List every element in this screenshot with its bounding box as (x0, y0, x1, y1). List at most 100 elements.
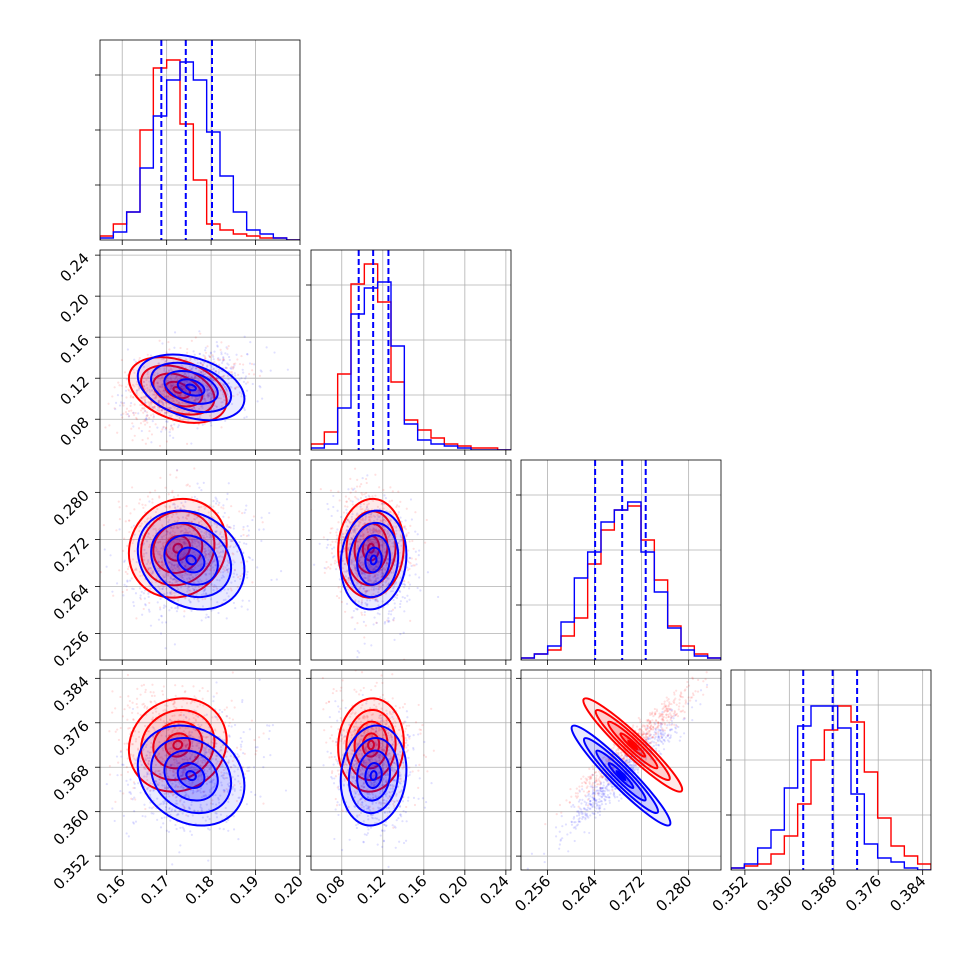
sample-point (225, 389, 228, 392)
sample-point (164, 792, 167, 795)
sample-point (335, 594, 339, 598)
sample-point (192, 569, 195, 572)
sample-point (350, 562, 354, 565)
sample-point (222, 571, 225, 574)
sample-point (381, 545, 384, 548)
sample-point (358, 538, 362, 541)
sample-point (346, 505, 349, 508)
sample-point (225, 617, 228, 620)
sample-point (227, 355, 231, 359)
sample-point (229, 766, 232, 769)
sample-point (174, 823, 177, 827)
sample-point (377, 556, 381, 560)
sample-point (233, 706, 236, 709)
sample-point (191, 741, 194, 745)
sample-point (180, 785, 183, 788)
sample-point (123, 559, 126, 562)
sample-point (177, 407, 180, 410)
sample-point (193, 538, 196, 541)
sample-point (192, 790, 195, 793)
sample-point (344, 520, 348, 524)
sample-point (213, 784, 217, 787)
sample-point (184, 531, 187, 534)
sample-point (209, 564, 212, 568)
sample-point (166, 748, 170, 751)
sample-point (158, 772, 161, 776)
sample-point (157, 585, 160, 588)
sample-point (168, 385, 172, 388)
sample-point (170, 552, 174, 555)
sample-point (392, 525, 395, 528)
sample-point (337, 586, 340, 589)
sample-point (162, 800, 165, 803)
sample-point (170, 426, 173, 429)
sample-point (95, 428, 97, 430)
sample-point (160, 554, 164, 557)
sample-point (205, 553, 208, 556)
sample-point (162, 544, 165, 548)
sample-point (194, 719, 198, 722)
sample-point (147, 532, 150, 535)
sample-point (178, 851, 181, 854)
sample-point (400, 539, 403, 542)
sample-point (395, 505, 398, 509)
sample-point (363, 610, 366, 614)
sample-point (193, 377, 196, 380)
sample-point (414, 511, 417, 514)
sample-point (167, 379, 170, 382)
sample-point (158, 550, 162, 553)
sample-point (240, 392, 244, 395)
sample-point (162, 541, 165, 544)
sample-point (135, 418, 139, 421)
sample-point (164, 808, 167, 812)
sample-point (375, 579, 378, 583)
sample-point (364, 591, 368, 594)
sample-point (353, 567, 357, 570)
sample-point (251, 558, 254, 561)
sample-point (365, 589, 368, 593)
sample-point (231, 539, 235, 542)
sample-point (371, 531, 375, 535)
sample-point (228, 358, 231, 362)
sample-point (342, 535, 345, 539)
sample-point (403, 526, 406, 529)
sample-point (236, 393, 239, 396)
sample-point (210, 524, 213, 527)
sample-point (238, 541, 241, 544)
sample-point (207, 553, 210, 556)
sample-point (158, 741, 161, 744)
sample-point (380, 530, 383, 533)
sample-point (178, 416, 181, 419)
sample-point (141, 613, 144, 616)
sample-point (108, 424, 111, 427)
sample-point (132, 718, 135, 721)
sample-point (359, 561, 362, 564)
sample-point (215, 405, 218, 408)
sample-point (181, 573, 184, 576)
sample-point (142, 395, 145, 398)
sample-point (194, 768, 197, 771)
sample-point (373, 567, 376, 570)
sample-point (193, 542, 197, 545)
sample-point (220, 774, 223, 778)
sample-point (343, 549, 346, 553)
sample-point (358, 586, 362, 589)
sample-point (360, 585, 363, 588)
sample-point (233, 561, 236, 564)
sample-point (363, 642, 366, 645)
sample-point (372, 527, 375, 530)
sample-point (394, 526, 398, 529)
sample-point (160, 430, 163, 433)
sample-point (159, 597, 162, 600)
sample-point (163, 801, 166, 805)
sample-point (125, 832, 128, 835)
sample-point (192, 576, 195, 579)
sample-point (175, 563, 178, 566)
sample-point (116, 774, 119, 777)
sample-point (373, 616, 376, 619)
sample-point (400, 520, 403, 523)
sample-point (163, 394, 166, 397)
sample-point (156, 382, 160, 385)
sample-point (407, 581, 410, 584)
sample-point (119, 750, 122, 754)
